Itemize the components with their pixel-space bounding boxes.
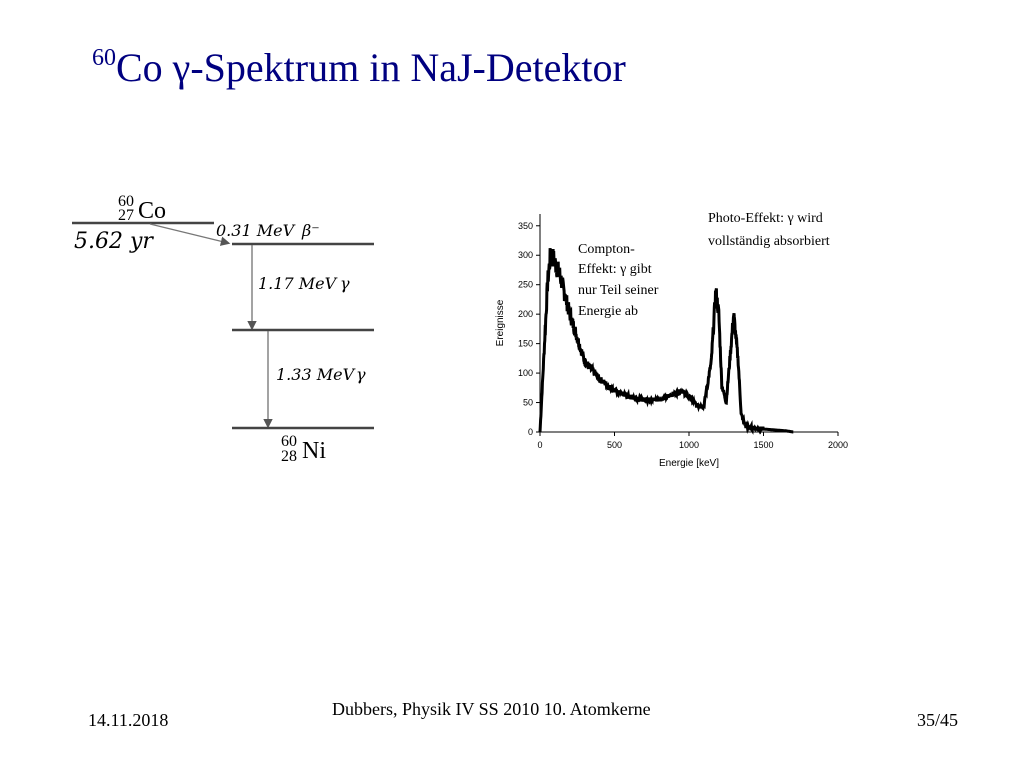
beta-label: β⁻ — [301, 221, 320, 240]
footer-date: 14.11.2018 — [88, 710, 169, 730]
y-tick-label: 200 — [518, 309, 533, 319]
title-mass-number: 60 — [92, 45, 116, 71]
gamma1-energy: 1.17 MeV — [258, 274, 338, 293]
x-tick-label: 1000 — [679, 440, 699, 450]
x-tick-label: 1500 — [753, 440, 773, 450]
compton-annotation-line3: nur Teil seiner — [578, 283, 659, 298]
parent-z: 27 — [118, 207, 134, 224]
parent-mass: 60 — [118, 193, 134, 210]
x-tick-label: 2000 — [828, 440, 848, 450]
y-axis-label: Ereignisse — [495, 299, 506, 346]
footer-source: Dubbers, Physik IV SS 2010 10. Atomkerne… — [332, 699, 665, 719]
compton-annotation-line2: Effekt: γ gibt — [578, 262, 652, 277]
halflife: 5.62 yr — [74, 229, 154, 254]
daughter-mass: 60 — [281, 433, 297, 450]
compton-annotation-line4: Energie ab — [578, 304, 638, 319]
daughter-symbol: Ni — [302, 438, 326, 464]
footer-page-number: 35/45 — [917, 710, 959, 730]
x-tick-label: 0 — [537, 440, 542, 450]
gamma2-label: γ — [356, 365, 366, 384]
compton-annotation-line1: Compton- — [578, 242, 635, 257]
photo-annotation-line2: vollständig absorbiert — [708, 234, 830, 249]
x-ticks: 0 500 1000 1500 2000 — [537, 432, 848, 450]
y-tick-label: 0 — [528, 427, 533, 437]
y-tick-label: 50 — [523, 398, 533, 408]
y-tick-label: 350 — [518, 221, 533, 231]
beta-energy: 0.31 MeV — [216, 221, 296, 240]
y-ticks: 0 50 100 150 200 250 300 350 — [518, 221, 540, 437]
gamma2-energy: 1.33 MeV — [276, 365, 356, 384]
gamma1-label: γ — [340, 274, 350, 293]
slide-title: 60Co γ-Spektrum in NaJ-Detektor — [92, 44, 626, 91]
parent-symbol: Co — [138, 198, 166, 224]
y-tick-label: 250 — [518, 280, 533, 290]
daughter-z: 28 — [281, 448, 297, 465]
y-tick-label: 150 — [518, 339, 533, 349]
x-tick-label: 500 — [607, 440, 622, 450]
title-text: Co γ-Spektrum in NaJ-Detektor — [116, 45, 626, 90]
photo-annotation-line1: Photo-Effekt: γ wird — [708, 211, 823, 226]
y-tick-label: 100 — [518, 368, 533, 378]
spectrum-chart: 0 500 1000 1500 2000 0 50 100 150 200 250 300 350 E… — [495, 214, 848, 469]
spectrum-series-line — [538, 248, 794, 435]
beta-arrow — [149, 223, 231, 246]
x-axis-label: Energie [keV] — [659, 458, 719, 469]
y-tick-label: 300 — [518, 250, 533, 260]
